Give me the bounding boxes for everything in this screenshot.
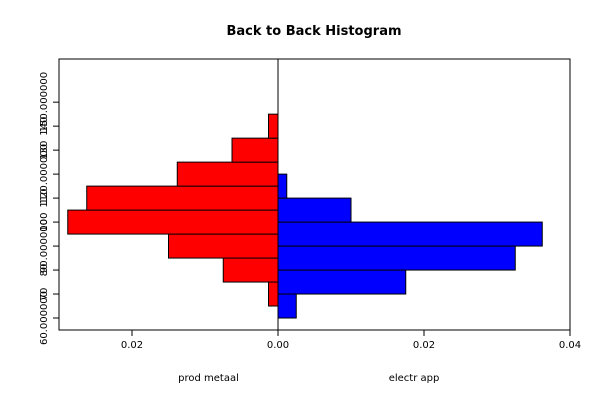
y-tick-label-3: 90.000000 <box>39 219 50 273</box>
left-bar-4 <box>86 185 279 211</box>
y-tick-label-9: 150.000000 <box>39 72 50 132</box>
y-tick-label-5: 110 <box>39 189 50 208</box>
y-tick-label-2: 80 <box>39 264 50 277</box>
x-tick-label-0: 0.02 <box>121 340 143 351</box>
right-bar-4 <box>277 197 352 223</box>
x-axis: 0.02 0.00 0.02 0.04 <box>121 329 581 351</box>
left-bar-3 <box>67 209 279 235</box>
chart-title: Back to Back Histogram <box>226 24 401 39</box>
left-bar-0 <box>268 281 279 307</box>
y-tick-label-7: 130 <box>39 141 50 160</box>
y-tick-label-6: 120.000000 <box>39 144 50 204</box>
x-tick-label-3: 0.04 <box>559 340 581 351</box>
right-bar-1 <box>277 269 407 295</box>
x-tick-label-1: 0.00 <box>267 340 289 351</box>
y-tick-label-0: 60.000000 <box>39 291 50 345</box>
bars-group <box>67 113 543 319</box>
right-bar-0 <box>277 293 297 319</box>
left-bar-2 <box>168 233 279 259</box>
x-tick-label-2: 0.02 <box>413 340 435 351</box>
left-series-label: prod metaal <box>178 373 239 384</box>
right-series-label: electr app <box>389 373 440 384</box>
left-bar-1 <box>222 257 279 283</box>
y-tick-label-1: 70 <box>39 288 50 301</box>
y-tick-label-8: 140 <box>39 117 50 136</box>
y-tick-label-4: 100 <box>39 213 50 232</box>
left-bar-5 <box>176 161 279 187</box>
left-bar-7 <box>268 113 279 139</box>
right-bar-2 <box>277 245 516 271</box>
right-bar-3 <box>277 221 543 247</box>
right-bar-5 <box>277 173 288 199</box>
left-bar-6 <box>231 137 279 163</box>
